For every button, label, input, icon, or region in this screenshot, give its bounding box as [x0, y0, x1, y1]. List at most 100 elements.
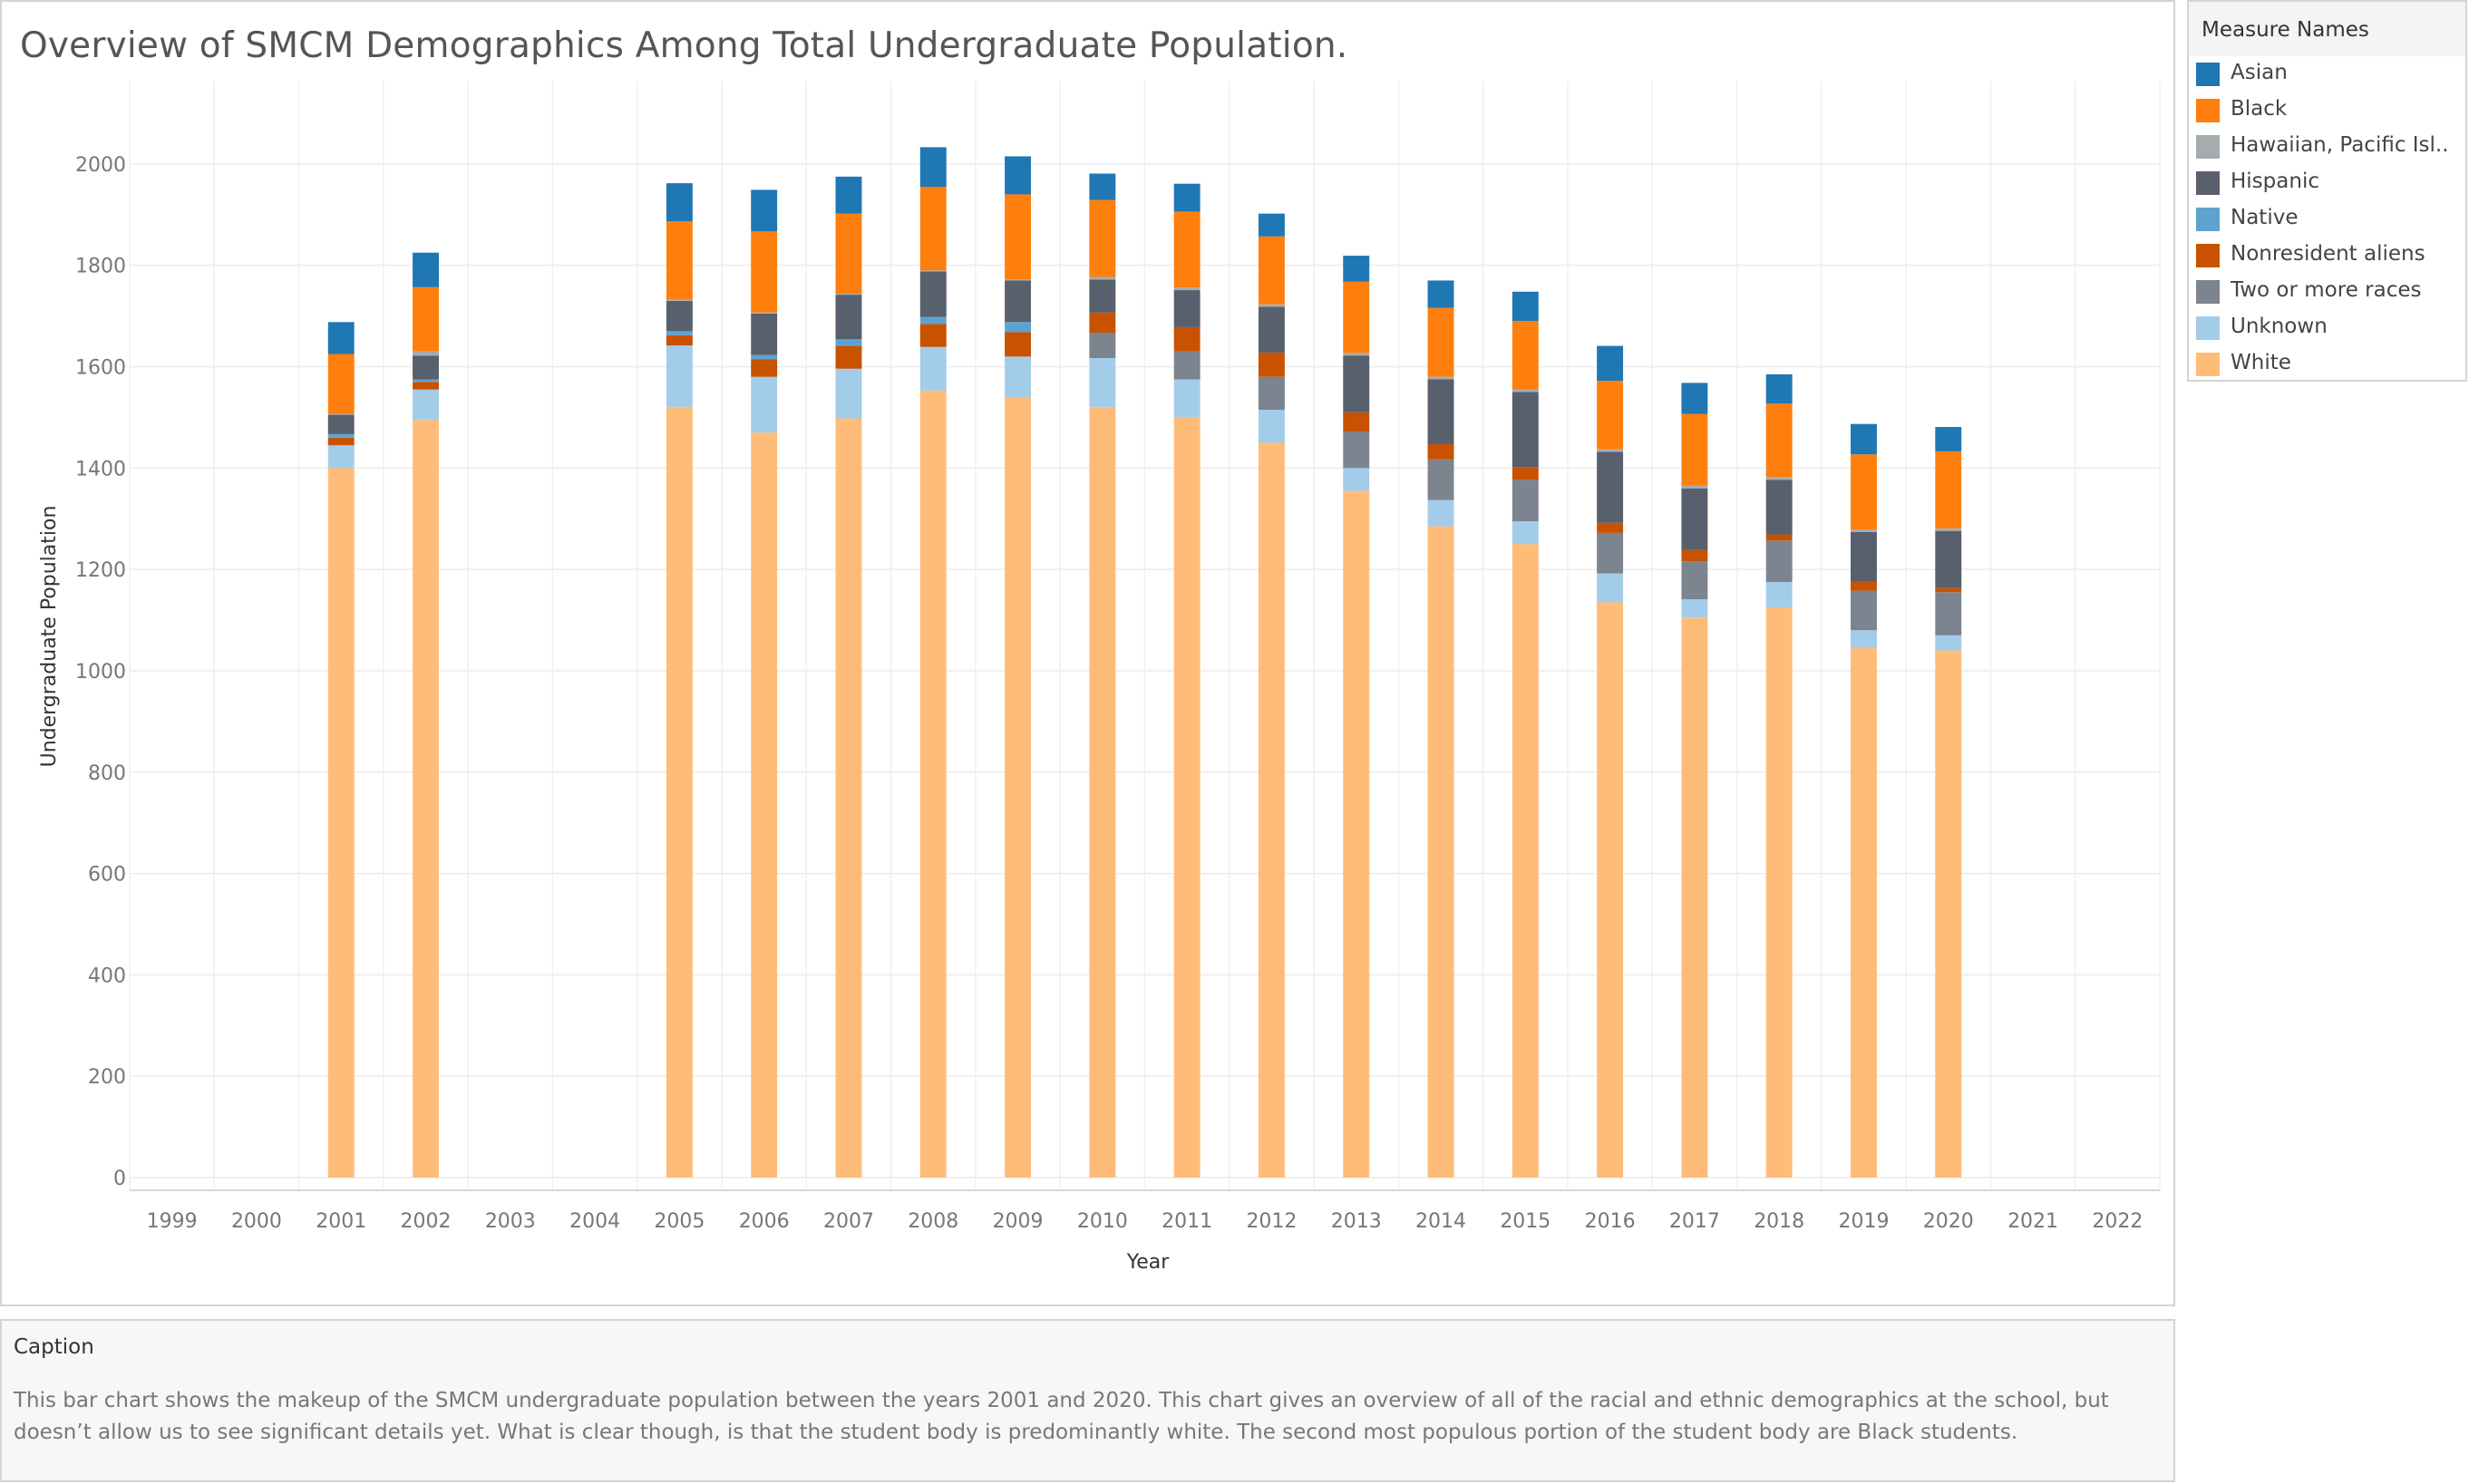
bar-segment-asian[interactable]: Asian 2007: 73 [835, 176, 862, 214]
legend-item-hispanic[interactable]: Hispanic [2189, 165, 2465, 201]
bar-segment-native[interactable]: Native 2001: 7 [327, 433, 355, 438]
bar-segment-hawaiian-pacific-isl-[interactable]: Hawaiian, Pacific Isl.. 2011: 5 [1173, 287, 1200, 291]
bar-segment-nonresident-aliens[interactable]: Nonresident aliens 2005: 20 [666, 335, 693, 346]
bars[interactable]: White 2001: 1400Unknown 2001: 45Nonresid… [327, 147, 1962, 1178]
bar-segment-asian[interactable]: Asian 2015: 58 [1512, 291, 1539, 322]
bar-segment-asian[interactable]: Asian 2002: 68 [413, 252, 439, 287]
bar-segment-unknown[interactable]: Unknown 2018: 50 [1765, 582, 1793, 608]
bar-segment-white[interactable]: White 2013: 1355 [1343, 490, 1370, 1178]
bar-segment-black[interactable]: Black 2006: 160 [751, 231, 778, 313]
bar-segment-two-or-more-races[interactable]: Two or more races 2011: 55 [1173, 351, 1200, 380]
bar-segment-native[interactable]: Native 2002: 5 [413, 379, 439, 383]
bar-segment-nonresident-aliens[interactable]: Nonresident aliens 2013: 38 [1343, 412, 1370, 432]
bar-segment-black[interactable]: Black 2018: 145 [1765, 403, 1793, 478]
bar-segment-hawaiian-pacific-isl-[interactable]: Hawaiian, Pacific Isl.. 2002: 8 [413, 351, 439, 356]
bar-segment-unknown[interactable]: Unknown 2013: 45 [1343, 468, 1370, 491]
bar-segment-white[interactable]: White 2009: 1540 [1005, 397, 1032, 1178]
bar-segment-hawaiian-pacific-isl-[interactable]: Hawaiian, Pacific Isl.. 2006: 2 [751, 312, 778, 314]
bar-segment-unknown[interactable]: Unknown 2007: 98 [835, 368, 862, 419]
bar-segment-native[interactable]: Native 2007: 13 [835, 339, 862, 346]
bar-segment-asian[interactable]: Asian 2008: 78 [919, 147, 947, 188]
bar-segment-black[interactable]: Black 2010: 152 [1089, 199, 1116, 277]
bar-segment-unknown[interactable]: Unknown 2011: 75 [1173, 379, 1200, 418]
bar-segment-nonresident-aliens[interactable]: Nonresident aliens 2001: 15 [327, 437, 355, 446]
bar-segment-two-or-more-races[interactable]: Two or more races 2014: 80 [1427, 459, 1454, 500]
bar-segment-two-or-more-races[interactable]: Two or more races 2010: 50 [1089, 333, 1116, 358]
bar-segment-asian[interactable]: Asian 2017: 61 [1681, 383, 1708, 414]
bar-segment-unknown[interactable]: Unknown 2010: 97 [1089, 357, 1116, 408]
bar-segment-white[interactable]: White 2011: 1500 [1173, 417, 1200, 1178]
bar-segment-unknown[interactable]: Unknown 2016: 57 [1597, 573, 1624, 603]
bar-segment-white[interactable]: White 2002: 1495 [413, 420, 439, 1178]
bar-segment-asian[interactable]: Asian 2020: 48 [1935, 427, 1962, 451]
bar-segment-asian[interactable]: Asian 2019: 60 [1851, 423, 1877, 455]
bar-segment-nonresident-aliens[interactable]: Nonresident aliens 2008: 45 [919, 324, 947, 347]
legend-item-native[interactable]: Native [2189, 201, 2465, 238]
bar-segment-hawaiian-pacific-isl-[interactable]: Hawaiian, Pacific Isl.. 2014: 5 [1427, 376, 1454, 380]
legend-item-nonresident-aliens[interactable]: Nonresident aliens [2189, 238, 2465, 274]
bar-segment-unknown[interactable]: Unknown 2009: 80 [1005, 356, 1032, 398]
bar-segment-black[interactable]: Black 2005: 155 [666, 221, 693, 300]
bar-segment-asian[interactable]: Asian 2005: 75 [666, 183, 693, 222]
bar-segment-hawaiian-pacific-isl-[interactable]: Hawaiian, Pacific Isl.. 2020: 5 [1935, 528, 1962, 531]
bar-segment-white[interactable]: White 2018: 1125 [1765, 607, 1793, 1178]
bar-segment-hawaiian-pacific-isl-[interactable]: Hawaiian, Pacific Isl.. 2013: 5 [1343, 353, 1370, 356]
legend-item-unknown[interactable]: Unknown [2189, 310, 2465, 346]
bar-segment-hispanic[interactable]: Hispanic 2001: 38 [327, 414, 355, 434]
bar-segment-asian[interactable]: Asian 2010: 52 [1089, 173, 1116, 200]
legend-item-two-or-more-races[interactable]: Two or more races [2189, 274, 2465, 310]
bar-segment-hispanic[interactable]: Hispanic 2018: 108 [1765, 480, 1793, 535]
bar-segment-two-or-more-races[interactable]: Two or more races 2017: 75 [1681, 561, 1708, 600]
bar-segment-black[interactable]: Black 2008: 165 [919, 187, 947, 271]
bar-segment-nonresident-aliens[interactable]: Nonresident aliens 2007: 45 [835, 345, 862, 369]
bar-segment-asian[interactable]: Asian 2012: 45 [1258, 213, 1285, 237]
bar-segment-nonresident-aliens[interactable]: Nonresident aliens 2017: 22 [1681, 549, 1708, 562]
bar-segment-white[interactable]: White 2001: 1400 [327, 468, 355, 1178]
bar-segment-hispanic[interactable]: Hispanic 2012: 90 [1258, 306, 1285, 353]
bar-segment-hispanic[interactable]: Hispanic 2011: 73 [1173, 290, 1200, 327]
legend-item-asian[interactable]: Asian [2189, 56, 2465, 92]
bar-segment-black[interactable]: Black 2017: 142 [1681, 413, 1708, 486]
bar-segment-white[interactable]: White 2008: 1553 [919, 390, 947, 1178]
bar-segment-nonresident-aliens[interactable]: Nonresident aliens 2011: 48 [1173, 326, 1200, 352]
bar-segment-nonresident-aliens[interactable]: Nonresident aliens 2010: 40 [1089, 312, 1116, 334]
bar-segment-asian[interactable]: Asian 2006: 82 [751, 189, 778, 232]
bar-segment-white[interactable]: White 2014: 1285 [1427, 526, 1454, 1178]
bar-segment-two-or-more-races[interactable]: Two or more races 2012: 65 [1258, 376, 1285, 411]
bar-segment-two-or-more-races[interactable]: Two or more races 2019: 78 [1851, 590, 1877, 631]
bar-segment-hispanic[interactable]: Hispanic 2014: 128 [1427, 379, 1454, 445]
bar-segment-hawaiian-pacific-isl-[interactable]: Hawaiian, Pacific Isl.. 2008: 2 [919, 270, 947, 272]
bar-segment-white[interactable]: White 2006: 1470 [751, 432, 778, 1178]
bar-segment-nonresident-aliens[interactable]: Nonresident aliens 2006: 35 [751, 359, 778, 377]
bar-segment-nonresident-aliens[interactable]: Nonresident aliens 2020: 8 [1935, 587, 1962, 593]
bar-segment-black[interactable]: Black 2016: 135 [1597, 381, 1624, 450]
bar-segment-hawaiian-pacific-isl-[interactable]: Hawaiian, Pacific Isl.. 2019: 5 [1851, 529, 1877, 532]
bar-segment-asian[interactable]: Asian 2016: 69 [1597, 345, 1624, 382]
legend-item-hawaiian-pacific-isl[interactable]: Hawaiian, Pacific Isl.. [2189, 129, 2465, 165]
bar-segment-unknown[interactable]: Unknown 2002: 60 [413, 389, 439, 421]
bar-segment-hawaiian-pacific-isl-[interactable]: Hawaiian, Pacific Isl.. 2015: 5 [1512, 389, 1539, 393]
legend[interactable]: Measure Names Asian Black Hawaiian, Pacifi… [2187, 0, 2467, 382]
bar-segment-white[interactable]: White 2007: 1498 [835, 418, 862, 1178]
bar-segment-white[interactable]: White 2012: 1450 [1258, 442, 1285, 1178]
bar-segment-native[interactable]: Native 2008: 14 [919, 316, 947, 325]
bar-segment-white[interactable]: White 2019: 1045 [1851, 647, 1877, 1178]
bar-segment-unknown[interactable]: Unknown 2012: 65 [1258, 410, 1285, 443]
bar-segment-unknown[interactable]: Unknown 2014: 52 [1427, 500, 1454, 527]
bar-segment-hawaiian-pacific-isl-[interactable]: Hawaiian, Pacific Isl.. 2007: 2 [835, 293, 862, 296]
bar-segment-black[interactable]: Black 2019: 148 [1851, 454, 1877, 529]
bar-segment-black[interactable]: Black 2020: 152 [1935, 451, 1962, 529]
bar-segment-nonresident-aliens[interactable]: Nonresident aliens 2018: 12 [1765, 534, 1793, 541]
bar-segment-black[interactable]: Black 2007: 158 [835, 213, 862, 294]
bar-segment-hispanic[interactable]: Hispanic 2008: 90 [919, 271, 947, 317]
bar-segment-hispanic[interactable]: Hispanic 2016: 140 [1597, 451, 1624, 523]
legend-item-black[interactable]: Black [2189, 92, 2465, 129]
bar-segment-unknown[interactable]: Unknown 2019: 35 [1851, 630, 1877, 648]
bar-segment-unknown[interactable]: Unknown 2017: 36 [1681, 599, 1708, 618]
bar-segment-native[interactable]: Native 2006: 8 [751, 354, 778, 360]
bar-segment-nonresident-aliens[interactable]: Nonresident aliens 2014: 30 [1427, 444, 1454, 460]
bar-segment-unknown[interactable]: Unknown 2006: 110 [751, 376, 778, 433]
bar-chart[interactable]: White 2001: 1400Unknown 2001: 45Nonresid… [2, 2, 2177, 1308]
bar-segment-unknown[interactable]: Unknown 2015: 45 [1512, 521, 1539, 545]
